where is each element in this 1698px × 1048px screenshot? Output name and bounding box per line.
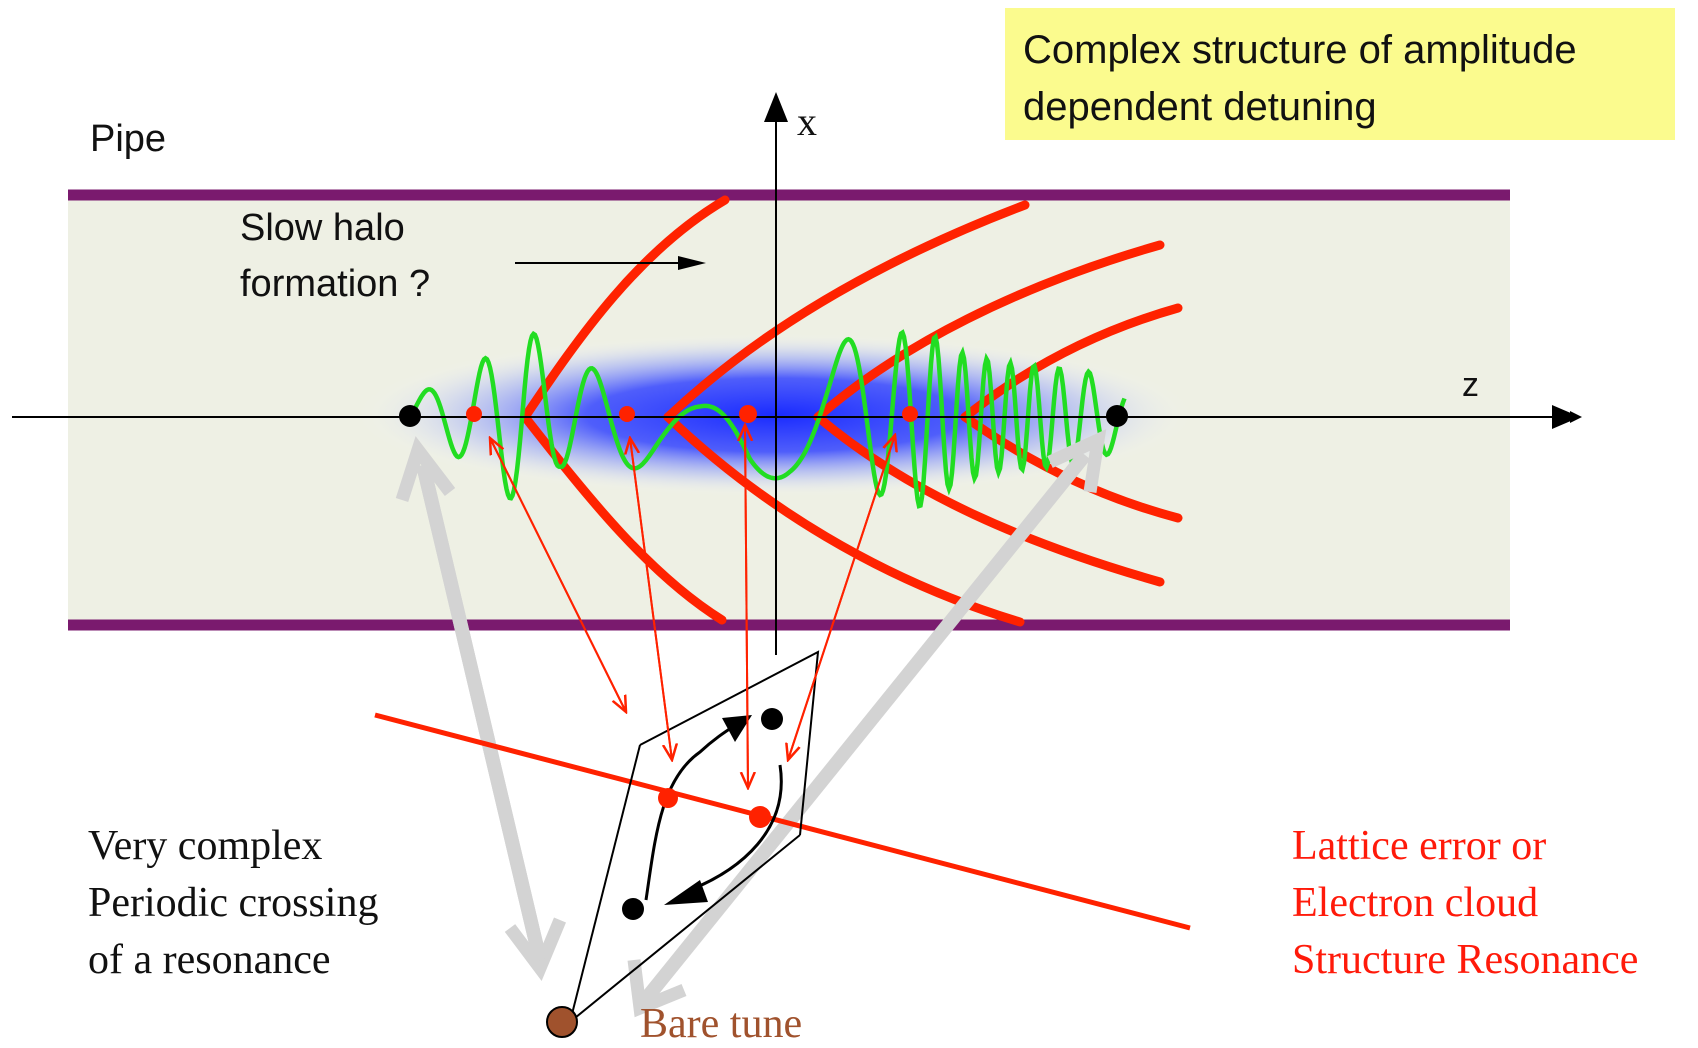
resonance-line — [374, 712, 1191, 931]
right-caption-line-2: Electron cloud — [1292, 880, 1539, 926]
gray-arrow-from-right — [639, 450, 1091, 1005]
pipe-label: Pipe — [90, 118, 167, 160]
gray-arrow-to-beam-edge — [416, 463, 547, 962]
beam-edge-right-dot — [1106, 405, 1128, 427]
detuning-curve-3-upper — [813, 240, 1165, 422]
mapping-arrows — [490, 425, 895, 788]
note-line-1: Complex structure of amplitude — [1023, 28, 1577, 72]
right-caption-line-1: Lattice error or — [1292, 823, 1547, 869]
halo-line-2: formation ? — [240, 263, 431, 305]
resonance-crossing-dot-1 — [658, 788, 678, 808]
left-caption-line-3: of a resonance — [88, 937, 331, 983]
detuning-curve-1-upper — [520, 195, 730, 422]
resonance-crossing-dot-2 — [749, 806, 771, 828]
x-axis-label: x — [797, 99, 817, 144]
z-axis-label: z — [1462, 366, 1479, 404]
left-caption-line-1: Very complex — [88, 823, 323, 869]
tune-cycle-up-arrow — [644, 720, 741, 901]
note-box — [1005, 8, 1675, 140]
bare-tune-dot — [546, 1006, 578, 1038]
bare-tune-label: Bare tune — [640, 1001, 803, 1047]
tune-cycle-down-arrow — [689, 764, 783, 892]
halo-label: Slow halo formation ? — [240, 200, 430, 312]
z-axis-arrowhead — [1552, 405, 1580, 429]
right-caption: Lattice error or Electron cloud Structur… — [1292, 818, 1638, 989]
note-text: Complex structure of amplitude dependent… — [1023, 22, 1577, 136]
halo-pointer — [515, 256, 706, 270]
tune-dot-top — [761, 708, 783, 730]
axis-red-dot-2 — [619, 406, 635, 422]
x-axis-arrowhead — [764, 92, 788, 122]
beam-edge-left-dot — [399, 405, 421, 427]
axis-red-dot-3 — [739, 405, 757, 423]
tune-footprint — [569, 650, 820, 1023]
detuning-curve-2-upper — [663, 200, 1030, 422]
tune-cycle-arrows — [644, 715, 783, 905]
axis-red-dot-4 — [902, 406, 918, 422]
axes — [12, 92, 1582, 655]
right-caption-line-3: Structure Resonance — [1292, 937, 1639, 983]
left-caption: Very complex Periodic crossing of a reso… — [88, 818, 378, 989]
detuning-curve-1-lower — [520, 412, 727, 625]
axis-red-dot-1 — [466, 406, 482, 422]
note-line-2: dependent detuning — [1023, 85, 1377, 129]
tune-dot-bottom — [622, 898, 644, 920]
particle-trajectory-wave — [413, 329, 1127, 509]
halo-line-1: Slow halo — [240, 207, 405, 249]
detuning-curve-3-lower — [813, 412, 1165, 587]
left-caption-line-2: Periodic crossing — [88, 880, 379, 926]
gray-projection-arrows — [395, 429, 1107, 1018]
